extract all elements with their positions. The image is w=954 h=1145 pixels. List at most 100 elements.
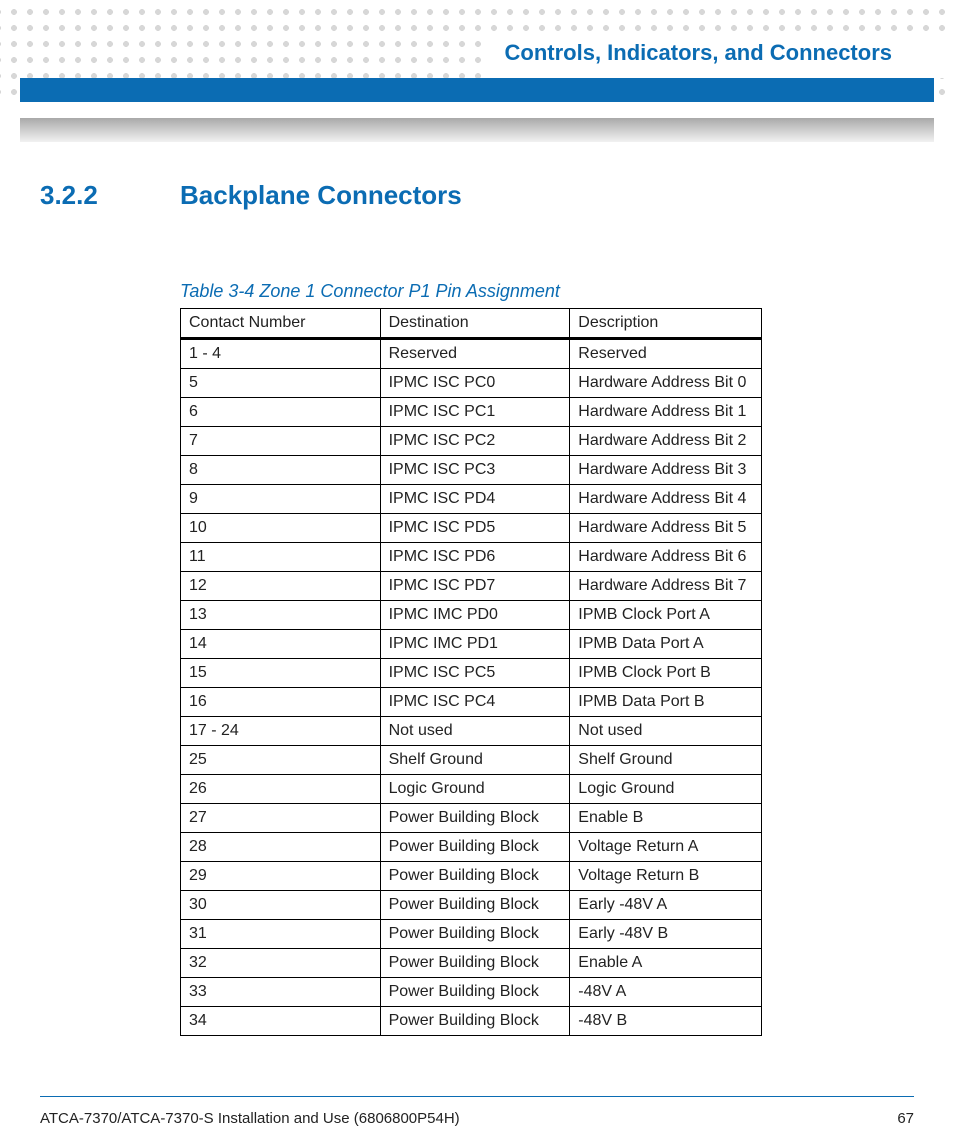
table-cell: 12: [181, 572, 381, 601]
table-cell: Hardware Address Bit 6: [570, 543, 762, 572]
table-cell: IPMC ISC PD7: [380, 572, 570, 601]
table-cell: Early -48V B: [570, 920, 762, 949]
table-cell: Shelf Ground: [380, 746, 570, 775]
section-number: 3.2.2: [40, 180, 180, 211]
table-cell: Power Building Block: [380, 862, 570, 891]
table-cell: 7: [181, 427, 381, 456]
table-cell: IPMC IMC PD0: [380, 601, 570, 630]
header-grey-strip: [20, 118, 934, 142]
table-cell: Shelf Ground: [570, 746, 762, 775]
table-row: 13IPMC IMC PD0IPMB Clock Port A: [181, 601, 762, 630]
table-header-destination: Destination: [380, 309, 570, 339]
table-row: 14IPMC IMC PD1IPMB Data Port A: [181, 630, 762, 659]
table-cell: 31: [181, 920, 381, 949]
table-cell: 29: [181, 862, 381, 891]
table-cell: 30: [181, 891, 381, 920]
table-cell: -48V B: [570, 1007, 762, 1036]
table-cell: 8: [181, 456, 381, 485]
table-cell: Hardware Address Bit 7: [570, 572, 762, 601]
table-cell: IPMC ISC PD4: [380, 485, 570, 514]
table-row: 11IPMC ISC PD6Hardware Address Bit 6: [181, 543, 762, 572]
table-row: 15IPMC ISC PC5IPMB Clock Port B: [181, 659, 762, 688]
footer-rule: [40, 1096, 914, 1097]
table-row: 1 - 4ReservedReserved: [181, 339, 762, 369]
table-cell: 27: [181, 804, 381, 833]
table-row: 32Power Building BlockEnable A: [181, 949, 762, 978]
table-header-row: Contact Number Destination Description: [181, 309, 762, 339]
table-cell: Hardware Address Bit 5: [570, 514, 762, 543]
table-row: 17 - 24Not usedNot used: [181, 717, 762, 746]
table-cell: 26: [181, 775, 381, 804]
page-header: Controls, Indicators, and Connectors: [0, 40, 954, 102]
section-heading: 3.2.2 Backplane Connectors: [40, 180, 914, 211]
table-row: 8IPMC ISC PC3Hardware Address Bit 3: [181, 456, 762, 485]
table-cell: IPMB Clock Port B: [570, 659, 762, 688]
table-cell: Early -48V A: [570, 891, 762, 920]
table-cell: Voltage Return B: [570, 862, 762, 891]
table-cell: Logic Ground: [570, 775, 762, 804]
table-cell: Hardware Address Bit 2: [570, 427, 762, 456]
table-cell: Hardware Address Bit 0: [570, 369, 762, 398]
table-cell: Hardware Address Bit 3: [570, 456, 762, 485]
table-cell: IPMC IMC PD1: [380, 630, 570, 659]
table-cell: 9: [181, 485, 381, 514]
table-cell: Voltage Return A: [570, 833, 762, 862]
table-cell: IPMB Data Port B: [570, 688, 762, 717]
table-cell: 5: [181, 369, 381, 398]
footer-page-number: 67: [897, 1110, 914, 1127]
table-cell: Not used: [380, 717, 570, 746]
table-row: 16IPMC ISC PC4IPMB Data Port B: [181, 688, 762, 717]
table-row: 12IPMC ISC PD7Hardware Address Bit 7: [181, 572, 762, 601]
table-row: 28Power Building BlockVoltage Return A: [181, 833, 762, 862]
table-cell: Reserved: [380, 339, 570, 369]
table-cell: 16: [181, 688, 381, 717]
table-cell: 13: [181, 601, 381, 630]
table-cell: IPMB Clock Port A: [570, 601, 762, 630]
table-cell: 33: [181, 978, 381, 1007]
table-cell: Reserved: [570, 339, 762, 369]
table-cell: 6: [181, 398, 381, 427]
table-row: 7IPMC ISC PC2Hardware Address Bit 2: [181, 427, 762, 456]
table-cell: IPMC ISC PC5: [380, 659, 570, 688]
table-caption: Table 3-4 Zone 1 Connector P1 Pin Assign…: [180, 281, 914, 302]
table-cell: IPMC ISC PC4: [380, 688, 570, 717]
table-cell: 14: [181, 630, 381, 659]
table-cell: Power Building Block: [380, 1007, 570, 1036]
table-cell: Not used: [570, 717, 762, 746]
page-content: 3.2.2 Backplane Connectors Table 3-4 Zon…: [40, 180, 914, 1036]
table-cell: Logic Ground: [380, 775, 570, 804]
table-cell: 28: [181, 833, 381, 862]
table-cell: 1 - 4: [181, 339, 381, 369]
table-cell: 17 - 24: [181, 717, 381, 746]
table-row: 26Logic GroundLogic Ground: [181, 775, 762, 804]
table-row: 31Power Building BlockEarly -48V B: [181, 920, 762, 949]
table-cell: Hardware Address Bit 1: [570, 398, 762, 427]
table-cell: IPMC ISC PC3: [380, 456, 570, 485]
page-footer: ATCA-7370/ATCA-7370-S Installation and U…: [40, 1110, 914, 1127]
table-row: 6IPMC ISC PC1Hardware Address Bit 1: [181, 398, 762, 427]
table-cell: 32: [181, 949, 381, 978]
header-blue-bar: [20, 78, 934, 102]
table-cell: IPMC ISC PC1: [380, 398, 570, 427]
table-cell: Enable B: [570, 804, 762, 833]
section-title: Backplane Connectors: [180, 180, 462, 211]
table-cell: Enable A: [570, 949, 762, 978]
table-header-description: Description: [570, 309, 762, 339]
table-cell: -48V A: [570, 978, 762, 1007]
chapter-title: Controls, Indicators, and Connectors: [490, 40, 954, 78]
table-row: 33Power Building Block-48V A: [181, 978, 762, 1007]
table-cell: Power Building Block: [380, 949, 570, 978]
table-cell: 34: [181, 1007, 381, 1036]
table-cell: 15: [181, 659, 381, 688]
table-row: 34Power Building Block-48V B: [181, 1007, 762, 1036]
table-row: 27Power Building BlockEnable B: [181, 804, 762, 833]
table-cell: IPMC ISC PD5: [380, 514, 570, 543]
table-row: 30Power Building BlockEarly -48V A: [181, 891, 762, 920]
table-row: 9IPMC ISC PD4Hardware Address Bit 4: [181, 485, 762, 514]
pin-assignment-table: Contact Number Destination Description 1…: [180, 308, 762, 1036]
table-row: 25Shelf GroundShelf Ground: [181, 746, 762, 775]
table-row: 10IPMC ISC PD5Hardware Address Bit 5: [181, 514, 762, 543]
table-cell: IPMB Data Port A: [570, 630, 762, 659]
table-cell: 10: [181, 514, 381, 543]
table-row: 29Power Building BlockVoltage Return B: [181, 862, 762, 891]
